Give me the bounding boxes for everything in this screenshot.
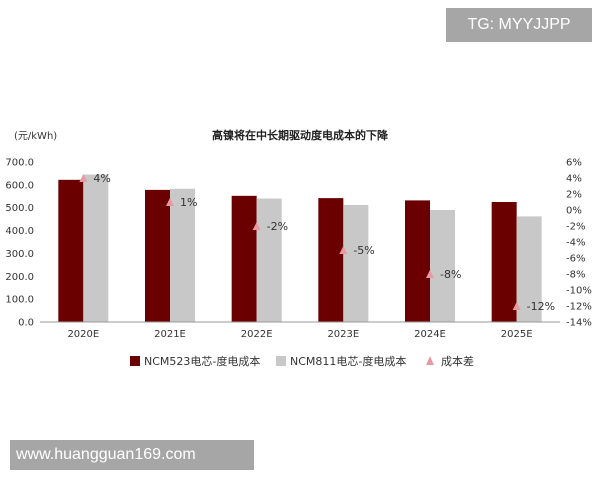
watermark-bottom: www.huangguan169.com xyxy=(10,440,254,470)
cost-diff-label: -5% xyxy=(353,244,374,257)
cost-diff-marker xyxy=(512,302,521,310)
y-tick-label: 600.0 xyxy=(5,180,34,191)
cost-diff-label: 1% xyxy=(180,196,197,209)
y-tick-label: 200.0 xyxy=(5,272,34,283)
x-tick-label: 2025E xyxy=(501,329,533,340)
legend-swatch-ncm523 xyxy=(130,356,140,366)
cost-diff-label: -12% xyxy=(527,300,555,313)
bar-ncm523 xyxy=(491,202,517,322)
y2-tick-label: 0% xyxy=(566,206,582,217)
y2-tick-label: 4% xyxy=(566,174,582,185)
x-tick-label: 2023E xyxy=(327,329,359,340)
y-tick-label: 300.0 xyxy=(5,249,34,260)
cost-diff-marker xyxy=(166,198,174,206)
bar-ncm811 xyxy=(83,174,109,322)
cost-diff-marker xyxy=(339,246,348,254)
chart-title: 高镍将在中长期驱动度电成本的下降 xyxy=(212,128,389,142)
y-axis-ticks: 700.0 600.0 500.0 400.0 300.0 200.0 100.0 0.0 xyxy=(5,158,34,329)
legend-label-ncm523: NCM523电芯-度电成本 xyxy=(144,354,260,368)
legend: NCM523电芯-度电成本 NCM811电芯-度电成本 成本差 xyxy=(130,354,474,368)
cost-diff-label: -8% xyxy=(440,268,461,281)
y-tick-label: 400.0 xyxy=(5,226,34,237)
y2-tick-label: 2% xyxy=(566,190,582,201)
bar-ncm523 xyxy=(405,200,430,322)
legend-label-cost-diff: 成本差 xyxy=(441,354,474,368)
y2-tick-label: -6% xyxy=(566,254,585,265)
cost-diff-label: 4% xyxy=(93,172,110,185)
y-tick-label: 0.0 xyxy=(18,318,34,329)
cost-diff-marker xyxy=(426,270,434,278)
bar-ncm811 xyxy=(343,204,369,322)
x-tick-label: 2021E xyxy=(154,329,186,340)
cost-diff-marker xyxy=(252,222,261,230)
x-tick-label: 2022E xyxy=(241,329,273,340)
legend-swatch-cost-diff xyxy=(426,356,434,365)
bar-ncm811 xyxy=(430,210,455,322)
bar-ncm811 xyxy=(516,216,542,322)
y-tick-label: 500.0 xyxy=(5,203,34,214)
x-axis-ticks: 2020E 2021E 2022E 2023E 2024E 2025E xyxy=(67,329,532,340)
y2-axis-ticks: 6% 4% 2% 0% -2% -4% -6% -8% -10% -12% -14% xyxy=(566,158,592,329)
legend-swatch-ncm811 xyxy=(276,356,286,366)
y2-tick-label: -4% xyxy=(566,238,585,249)
bar-ncm523 xyxy=(231,195,257,322)
y2-tick-label: -8% xyxy=(566,270,585,281)
cost-diff-markers: 4% 1% -2% -5% -8% -12% xyxy=(79,172,555,313)
y2-tick-label: -14% xyxy=(566,318,592,329)
y-tick-label: 100.0 xyxy=(5,295,34,306)
bar-ncm523 xyxy=(145,189,170,322)
x-tick-label: 2024E xyxy=(414,329,446,340)
x-tick-label: 2020E xyxy=(67,329,99,340)
bar-ncm811 xyxy=(256,198,282,322)
y-axis-unit: (元/kWh) xyxy=(14,131,57,142)
bar-ncm811 xyxy=(170,188,195,322)
y2-tick-label: -12% xyxy=(566,302,592,313)
y2-tick-label: 6% xyxy=(566,158,582,169)
bar-ncm523 xyxy=(318,198,344,322)
watermark-top: TG: MYYJJPP xyxy=(446,8,592,42)
bars xyxy=(58,174,542,322)
bar-ncm523 xyxy=(58,179,84,322)
y2-tick-label: -2% xyxy=(566,222,585,233)
y-tick-label: 700.0 xyxy=(5,158,34,169)
legend-label-ncm811: NCM811电芯-度电成本 xyxy=(290,354,406,368)
cost-diff-label: -2% xyxy=(267,220,288,233)
cost-diff-marker xyxy=(79,174,88,182)
y2-tick-label: -10% xyxy=(566,286,592,297)
